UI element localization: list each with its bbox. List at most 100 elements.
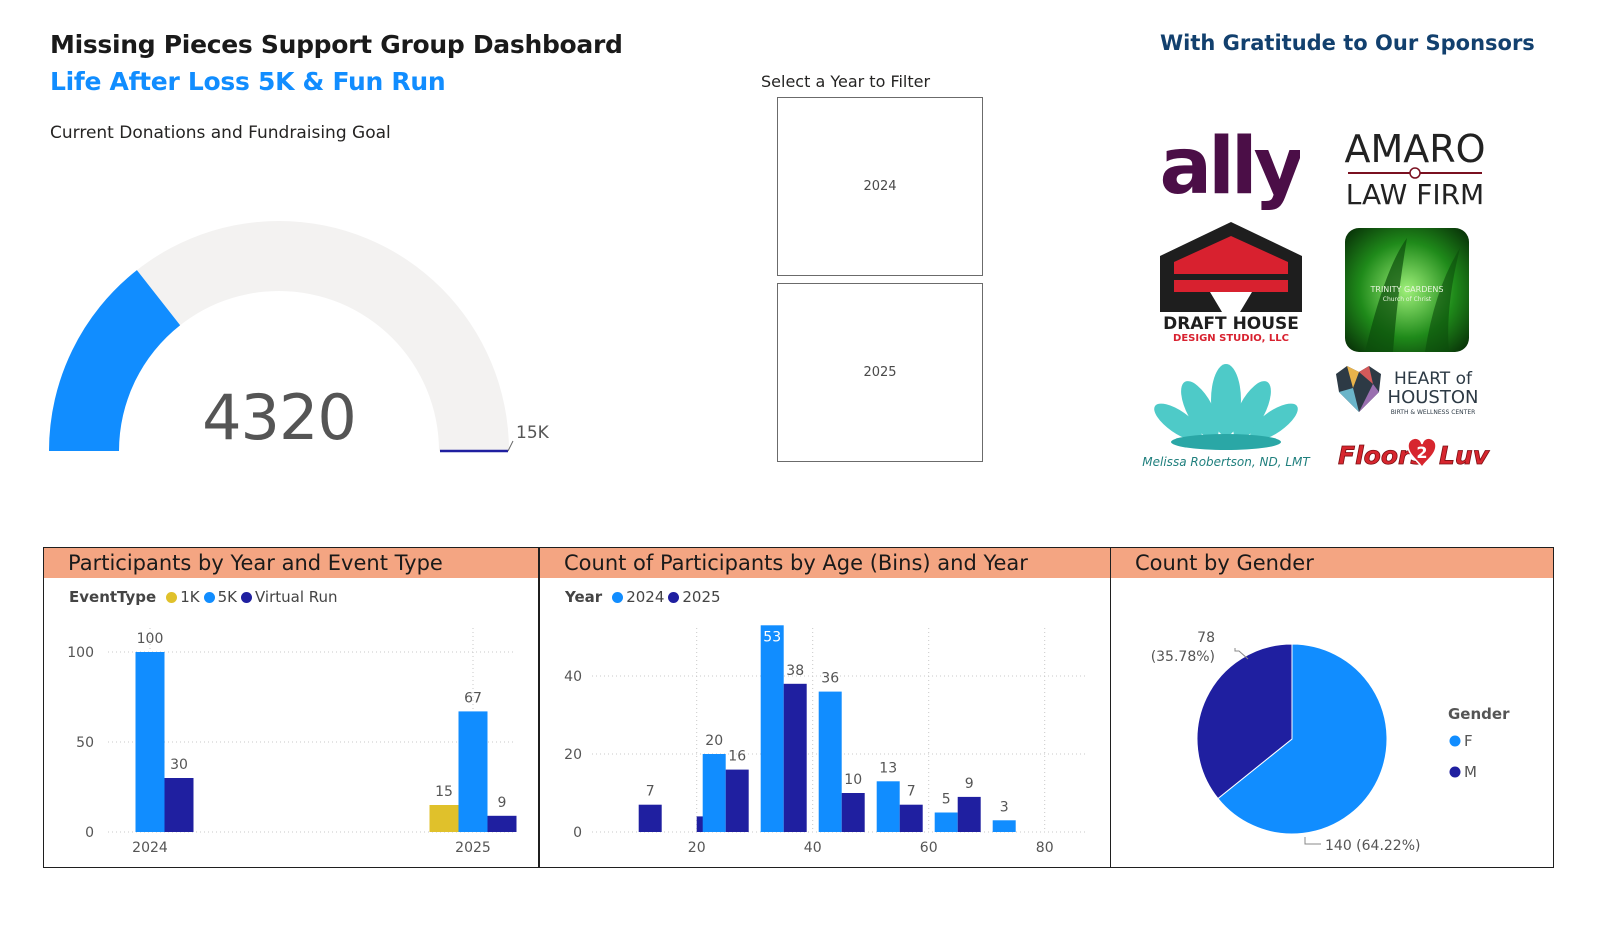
page-title: Missing Pieces Support Group Dashboard — [50, 30, 623, 59]
bar-5k-2024[interactable] — [135, 652, 165, 832]
bar-2025-bin-50[interactable] — [899, 804, 923, 832]
y-tick-label: 50 — [76, 735, 94, 751]
luv-wordmark: Luv — [1439, 441, 1490, 470]
data-label: 16 — [728, 749, 746, 765]
data-label: 30 — [170, 757, 188, 773]
panel-age-bins-header: Count of Participants by Age (Bins) and … — [540, 548, 1110, 578]
gauge-value: 4320 — [202, 381, 356, 454]
pie-slice-f[interactable] — [1217, 643, 1388, 835]
data-label: 67 — [464, 690, 482, 706]
x-tick-label: 2025 — [455, 840, 491, 856]
pie-label-m-pct: (35.78%) — [1151, 649, 1215, 665]
bar-5k-2025[interactable] — [458, 711, 488, 832]
x-tick-label: 80 — [1036, 840, 1054, 856]
data-label: 10 — [844, 772, 862, 788]
pie-label-m: 78 — [1197, 630, 1215, 646]
panel-gender-header: Count by Gender — [1111, 548, 1553, 578]
y-tick-label: 0 — [573, 825, 582, 841]
page-subtitle: Life After Loss 5K & Fun Run — [50, 67, 446, 96]
data-label: 53 — [763, 629, 781, 645]
amaro-wordmark: AMARO — [1344, 127, 1485, 171]
bar-2025-bin-5[interactable] — [638, 804, 662, 832]
sponsor-logo-amaro-law-firm: AMARO LAW FIRM — [1340, 122, 1490, 217]
bar-virtual-run-2025[interactable] — [487, 815, 517, 832]
legend-marker-f — [1449, 735, 1461, 747]
sponsor-logo-floors2luv: Floors 2 Luv — [1336, 432, 1508, 480]
data-label: 13 — [879, 760, 897, 776]
ally-wordmark: ally — [1160, 122, 1300, 212]
bar-2024-bin-20[interactable] — [702, 754, 726, 832]
bar-2025-bin-40[interactable] — [841, 793, 865, 832]
bar-2025-bin-30[interactable] — [783, 683, 807, 832]
heart-of-houston-tagline: BIRTH & WELLNESS CENTER — [1391, 409, 1476, 416]
panel-age-bins: Count of Participants by Age (Bins) and … — [539, 547, 1111, 868]
bar-2024-bin-40[interactable] — [818, 691, 842, 832]
law-firm-wordmark: LAW FIRM — [1346, 178, 1484, 211]
chart-gender[interactable]: 140 (64.22%) 78 (35.78%) Gender FM — [1111, 578, 1552, 866]
data-label: 7 — [646, 784, 655, 800]
y-tick-label: 40 — [564, 669, 582, 685]
draft-house-tagline: DESIGN STUDIO, LLC — [1173, 333, 1289, 344]
data-label: 15 — [435, 784, 453, 800]
pie-label-f: 140 (64.22%) — [1325, 838, 1420, 854]
bar-virtual-run-2024[interactable] — [164, 778, 194, 832]
chart-event-type[interactable]: 0 50 100 2024 100 30 2025 15 67 9 — [44, 608, 537, 866]
bar-2024-bin-30[interactable] — [760, 625, 784, 832]
chart-title-event-type: Participants by Year and Event Type — [68, 551, 443, 575]
legend-title-gender: Gender — [1448, 705, 1510, 723]
chart-title-gender: Count by Gender — [1135, 551, 1314, 575]
y-tick-label: 100 — [67, 645, 94, 661]
sponsor-logo-trinity-gardens: TRINITY GARDENS Church of Christ — [1345, 228, 1469, 352]
pie-leader-f — [1304, 837, 1321, 845]
legend-age-bins: Year 2024 2025 — [565, 588, 721, 606]
slicer-option-2024[interactable]: 2024 — [777, 97, 983, 276]
chart-title-age-bins: Count of Participants by Age (Bins) and … — [564, 551, 1028, 575]
legend-item-m: M — [1464, 763, 1477, 781]
floors2luv-numeral: 2 — [1416, 443, 1427, 462]
gauge-track — [49, 221, 509, 451]
pie-leader-m — [1234, 648, 1249, 660]
data-label: 20 — [705, 733, 723, 749]
sponsor-logo-draft-house: DRAFT HOUSE DESIGN STUDIO, LLC — [1160, 222, 1302, 344]
bar-2024-bin-70[interactable] — [992, 820, 1016, 832]
bar-2024-bin-60[interactable] — [934, 812, 958, 833]
trinity-gardens-tagline: Church of Christ — [1383, 296, 1432, 303]
y-tick-label: 20 — [564, 747, 582, 763]
trinity-gardens-wordmark: TRINITY GARDENS — [1370, 285, 1444, 294]
sponsor-logo-ally: ally — [1160, 118, 1308, 218]
legend-title-age-bins: Year — [565, 588, 603, 606]
legend-item-f: F — [1464, 732, 1473, 750]
data-label: 7 — [907, 784, 916, 800]
donation-gauge[interactable]: 4320 15K — [30, 200, 570, 480]
pie-slice-m[interactable] — [1196, 643, 1293, 800]
data-label: 5 — [942, 792, 951, 808]
legend-item-2025[interactable]: 2025 — [682, 588, 721, 606]
legend-item-1k[interactable]: 1K — [180, 588, 200, 606]
data-label: 38 — [786, 663, 804, 679]
legend-item-virtual-run[interactable]: Virtual Run — [254, 588, 338, 606]
data-label: 100 — [137, 631, 164, 647]
sponsor-logo-melissa-robertson: Melissa Robertson, ND, LMT — [1140, 360, 1312, 472]
x-tick-label: 2024 — [132, 840, 168, 856]
data-label: 3 — [1000, 799, 1009, 815]
panel-event-type: Participants by Year and Event Type Even… — [43, 547, 539, 868]
houston-wordmark: HOUSTON — [1388, 387, 1479, 408]
gauge-title: Current Donations and Fundraising Goal — [50, 123, 391, 143]
x-tick-label: 20 — [688, 840, 706, 856]
legend-title-event-type: EventType — [69, 588, 157, 606]
bar-2025-bin-60[interactable] — [957, 796, 981, 832]
slicer-option-2025[interactable]: 2025 — [777, 283, 983, 462]
legend-item-5k[interactable]: 5K — [217, 588, 237, 606]
bar-2025-bin-20[interactable] — [725, 769, 749, 832]
slicer-title: Select a Year to Filter — [761, 72, 931, 91]
data-label: 36 — [821, 671, 839, 687]
bar-2024-bin-50[interactable] — [876, 781, 900, 832]
chart-age-bins[interactable]: 020402040608074201653383610137593 — [540, 608, 1109, 866]
data-label: 9 — [965, 776, 974, 792]
draft-house-wordmark: DRAFT HOUSE — [1163, 314, 1299, 334]
legend-event-type: EventType 1K 5K Virtual Run — [69, 588, 338, 606]
legend-item-2024[interactable]: 2024 — [626, 588, 665, 606]
data-label: 9 — [498, 795, 507, 811]
bar-1k-2025[interactable] — [429, 805, 459, 832]
sponsor-logo-heart-of-houston: HEART of HOUSTON BIRTH & WELLNESS CENTER — [1333, 362, 1488, 420]
